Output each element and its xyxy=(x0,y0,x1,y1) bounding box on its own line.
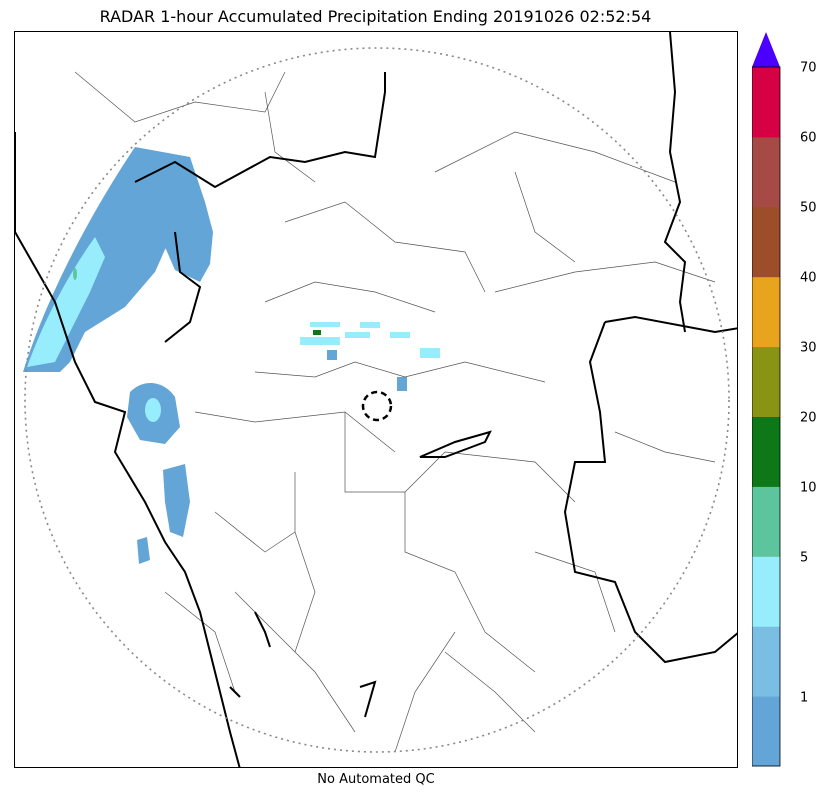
colorbar-tick-1: 1 xyxy=(800,690,809,706)
colorbar-segments xyxy=(752,67,780,767)
figure-title: RADAR 1-hour Accumulated Precipitation E… xyxy=(99,7,652,26)
state-boundaries xyxy=(15,32,737,767)
colorbar-band-40-50 xyxy=(752,206,780,278)
district-boundaries xyxy=(74,71,716,753)
colorbar-band-60-70 xyxy=(752,67,780,138)
precip-green-fleck xyxy=(73,268,77,280)
colorbar xyxy=(752,32,781,767)
colorbar-band-1-2 xyxy=(752,626,780,697)
colorbar-tick-40: 40 xyxy=(800,270,817,286)
precip-cell-south xyxy=(163,464,190,537)
precip-cell-mid-core xyxy=(145,398,161,422)
colorbar-band-30-40 xyxy=(752,276,780,348)
colorbar-band-5-10 xyxy=(752,486,780,557)
colorbar-extend-arrow xyxy=(752,32,780,67)
colorbar-tick-70: 70 xyxy=(800,60,817,76)
precip-west-arc-cyan xyxy=(27,237,105,367)
map-canvas xyxy=(15,32,737,767)
precip-central-green xyxy=(313,330,321,335)
radar-site-marker xyxy=(361,390,393,422)
colorbar-tick-50: 50 xyxy=(800,200,817,216)
colorbar-tick-5: 5 xyxy=(800,550,809,566)
colorbar-tick-30: 30 xyxy=(800,340,817,356)
precip-cell-sw xyxy=(137,537,150,564)
colorbar-band-20-30 xyxy=(752,346,780,417)
colorbar-band-10-20 xyxy=(752,416,780,487)
qc-note: No Automated QC xyxy=(317,772,435,787)
precip-central-echoes xyxy=(300,322,440,391)
colorbar-tick-10: 10 xyxy=(800,480,817,496)
colorbar-tick-60: 60 xyxy=(800,130,817,146)
colorbar-band-50-60 xyxy=(752,136,780,208)
radar-map xyxy=(14,31,738,768)
range-ring xyxy=(24,47,730,753)
colorbar-tick-20: 20 xyxy=(800,410,817,426)
colorbar-band-0-1 xyxy=(752,696,780,767)
colorbar-outline xyxy=(752,66,781,767)
precip-cell-north xyxy=(160,202,213,282)
colorbar-band-2-5 xyxy=(752,556,780,627)
